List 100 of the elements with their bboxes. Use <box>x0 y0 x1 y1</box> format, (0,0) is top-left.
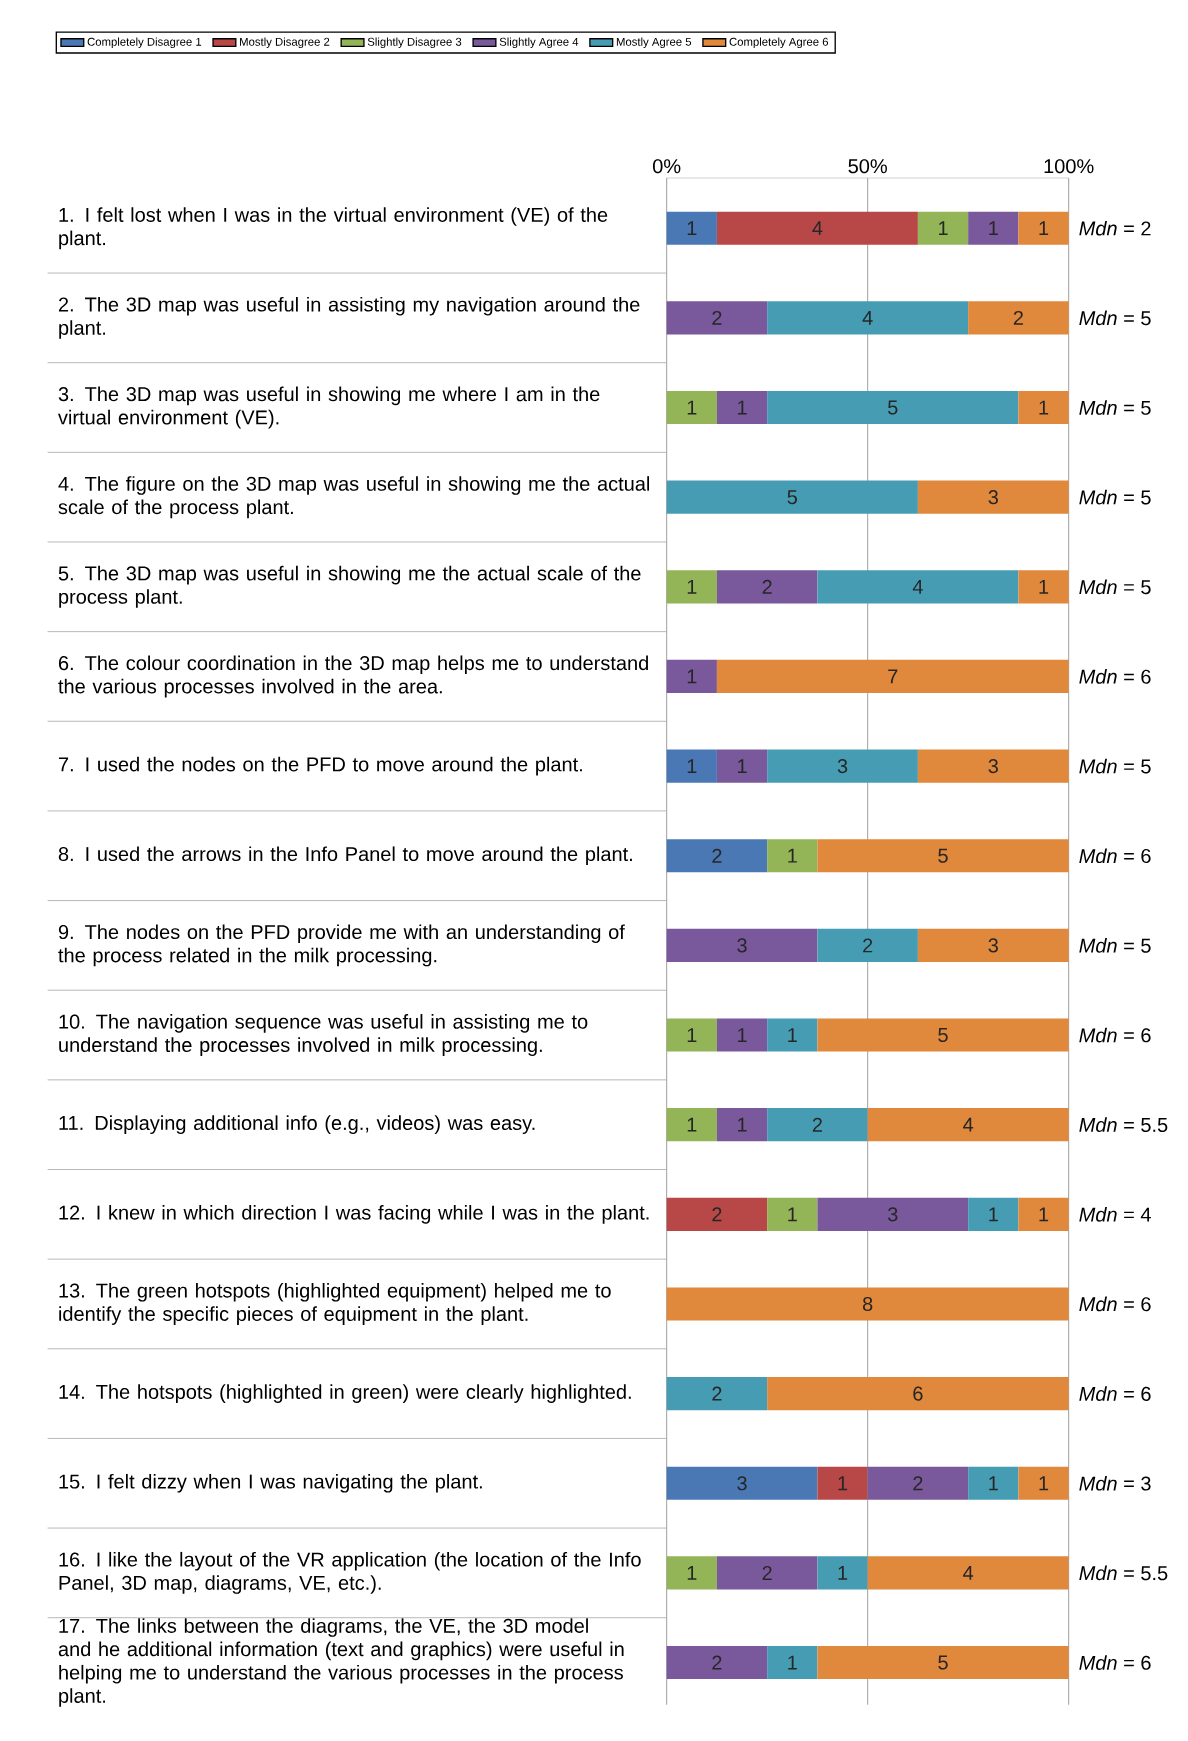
legend-label: Slightly Agree 4 <box>499 37 579 49</box>
bar <box>716 390 768 425</box>
data-label: 2 <box>1013 310 1023 325</box>
data-label: 1 <box>687 1117 697 1132</box>
bar <box>666 659 717 694</box>
data-label: 1 <box>788 1655 797 1670</box>
data-label: 1 <box>738 1117 747 1132</box>
data-label: 1 <box>687 400 697 415</box>
text: Mdn = 5 <box>1079 310 1151 326</box>
bar <box>666 1377 768 1411</box>
bar <box>666 1197 768 1231</box>
bar <box>1018 570 1069 604</box>
bar <box>817 928 918 962</box>
bar <box>716 1556 818 1590</box>
data-label: 1 <box>989 1207 998 1222</box>
bar <box>666 1108 717 1142</box>
bar <box>767 1018 818 1052</box>
bar <box>666 1287 1069 1321</box>
text: Mdn = 6 <box>1079 848 1151 864</box>
y-tick-label: 14. The hotspots (highlighted in green) were clearly highlighted. <box>59 1384 631 1403</box>
data-label: 3 <box>988 759 998 774</box>
bar <box>666 390 717 425</box>
x2-tick-label: 100% <box>1044 159 1094 174</box>
data-label: 6 <box>913 1386 923 1401</box>
bar <box>917 211 969 245</box>
data-label: 8 <box>862 1296 873 1312</box>
data-label: 2 <box>712 1386 722 1401</box>
data-label: 2 <box>762 579 772 594</box>
bar <box>767 749 918 783</box>
legend-label: Completely Disagree 1 <box>87 37 202 49</box>
data-label: 2 <box>712 1655 722 1670</box>
data-label: 1 <box>687 579 697 594</box>
data-label: 2 <box>812 1117 822 1132</box>
data-label: 4 <box>963 1117 974 1132</box>
data-label: 3 <box>837 759 848 774</box>
data-label: 3 <box>988 490 998 505</box>
bar <box>867 1556 1069 1590</box>
data-label: 1 <box>738 1028 747 1042</box>
y-tick-label: 15. I felt dizzy when I was navigating the plant. <box>59 1473 482 1493</box>
data-label: 3 <box>988 938 998 953</box>
y-tick-label: 6. The colour coordination in the 3D map helps me to understand the various processes involved in the area. <box>58 655 648 698</box>
bar <box>666 1466 818 1500</box>
y-tick-label: 16. I like the layout of the VR application (the location of the Info Panel, 3D map, diagrams, VE, etc.). <box>59 1551 641 1594</box>
text: Mdn = 6 <box>1079 1296 1151 1312</box>
bar <box>666 211 717 245</box>
bar <box>968 301 1069 335</box>
text: Mdn = 5 <box>1079 579 1151 595</box>
data-label: 1 <box>687 1028 697 1042</box>
bar <box>716 659 1069 694</box>
data-label: 1 <box>788 848 797 863</box>
data-label: 2 <box>712 848 722 863</box>
bar <box>917 480 1069 514</box>
text: Mdn = 6 <box>1079 1386 1151 1401</box>
text: Mdn = 5.5 <box>1079 1117 1168 1133</box>
data-label: 3 <box>887 1207 898 1222</box>
data-label: 2 <box>712 1207 722 1222</box>
bar <box>666 839 768 873</box>
bar <box>666 928 818 962</box>
text: Mdn = 5 <box>1079 489 1151 505</box>
data-label: 2 <box>863 938 873 953</box>
text: Mdn = 3 <box>1079 1475 1151 1491</box>
data-label: 4 <box>963 1566 974 1580</box>
data-label: 1 <box>1039 1476 1049 1491</box>
x2-tick-label: 50% <box>848 159 887 174</box>
data-label: 2 <box>712 310 722 325</box>
y-tick-label: 17. The links between the diagrams, the VE, the 3D model and he additional information (text and graphics) were useful in helping me to understand the various processes in the process plant. <box>58 1618 624 1707</box>
y-tick-label: 10. The navigation sequence was useful in assisting me to understand the processes involved in milk processing. <box>59 1014 588 1057</box>
text: Mdn = 4 <box>1079 1206 1151 1222</box>
bar <box>767 1645 818 1680</box>
bar <box>917 928 1069 962</box>
legend-label: Mostly Disagree 2 <box>240 37 330 49</box>
text: Mdn = 6 <box>1079 1655 1151 1670</box>
text: Mdn = 6 <box>1079 669 1151 684</box>
bar <box>1018 1466 1069 1500</box>
bar <box>968 1197 1019 1231</box>
data-label: 1 <box>838 1566 848 1580</box>
data-label: 2 <box>762 1565 772 1580</box>
data-label: 1 <box>687 221 697 236</box>
bar <box>666 1645 768 1680</box>
bar <box>817 570 1019 604</box>
bar <box>716 1018 768 1052</box>
data-label: 5 <box>938 848 948 863</box>
bar <box>716 1108 768 1142</box>
data-label: 7 <box>888 669 898 684</box>
bar <box>817 1018 1069 1052</box>
data-label: 1 <box>938 221 948 236</box>
bar <box>817 839 1069 873</box>
bar <box>817 1197 969 1231</box>
data-label: 1 <box>687 669 697 684</box>
text: Mdn = 5 <box>1079 758 1151 774</box>
bar <box>666 749 717 783</box>
data-label: 4 <box>812 221 823 236</box>
data-label: 1 <box>788 1207 797 1222</box>
y-tick-label: 5. The 3D map was useful in showing me the actual scale of the process plant. <box>58 565 641 608</box>
data-label: 1 <box>738 759 747 773</box>
text: Mdn = 5 <box>1079 400 1151 415</box>
data-label: 1 <box>989 221 998 236</box>
bar <box>767 1377 1069 1411</box>
data-label: 4 <box>862 310 873 325</box>
data-label: 3 <box>737 1476 747 1491</box>
